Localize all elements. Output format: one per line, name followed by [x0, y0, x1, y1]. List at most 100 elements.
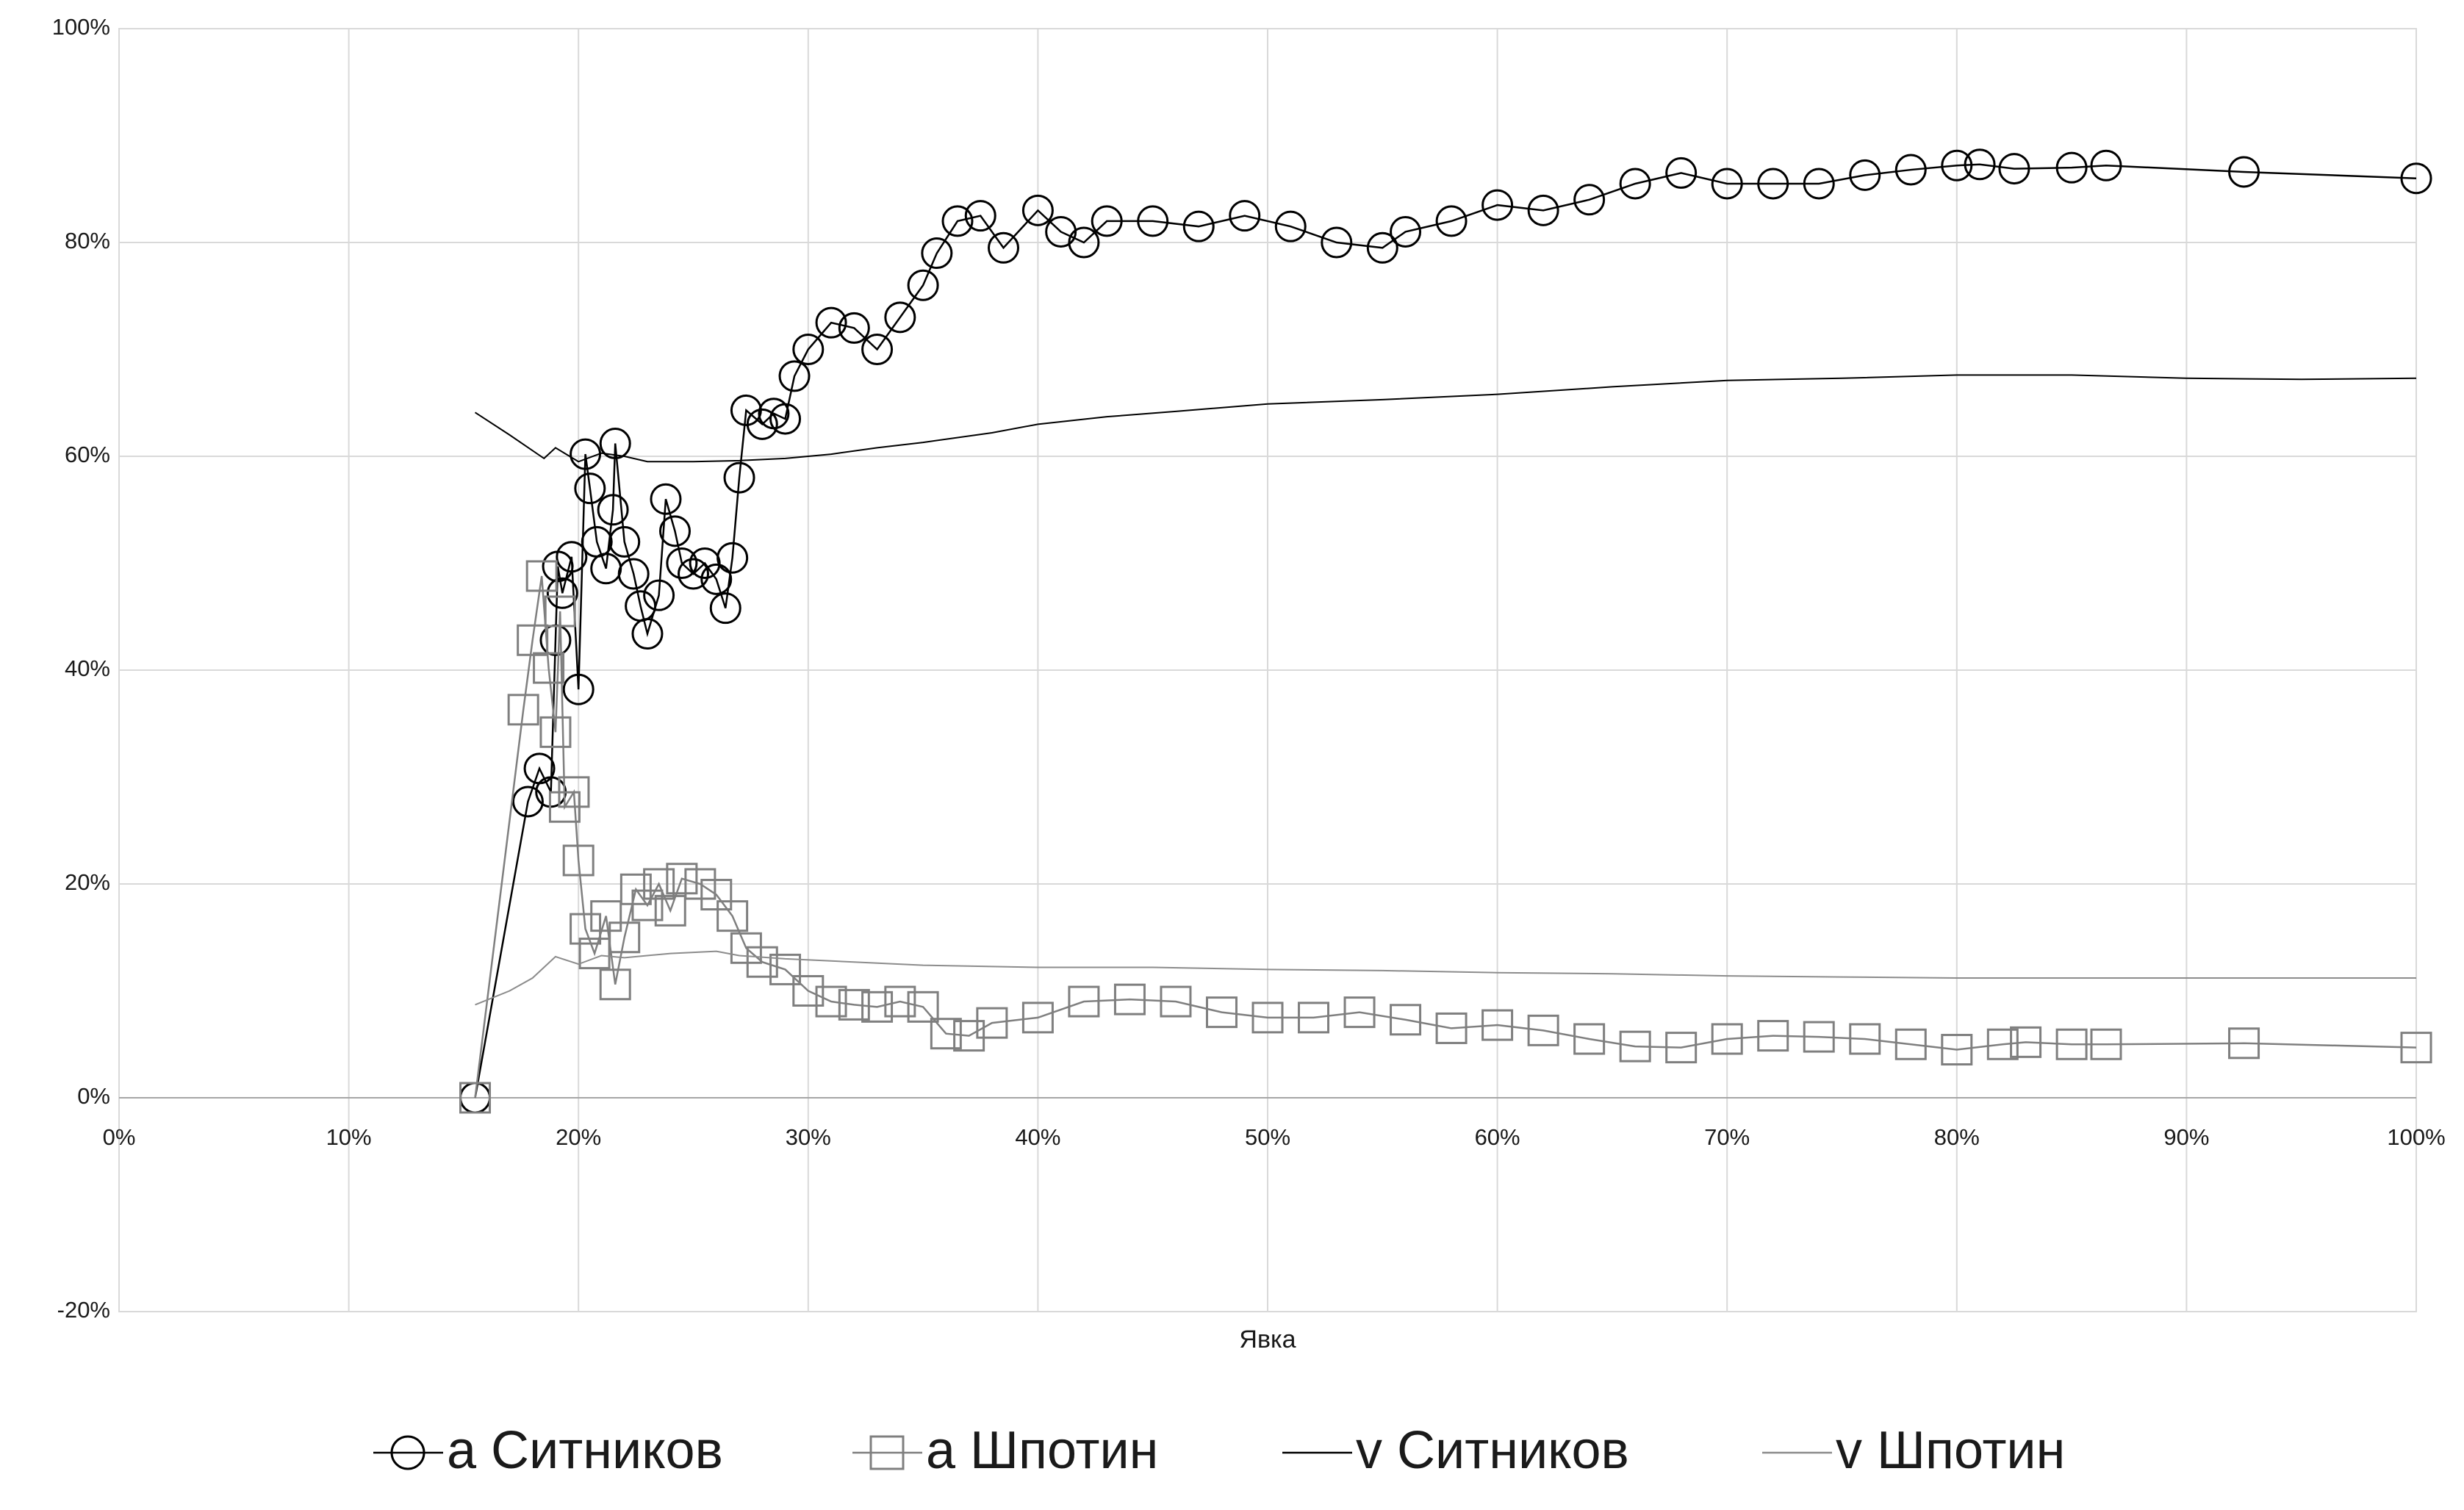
marker	[1229, 200, 1261, 232]
legend-item: v Ситников	[1282, 1421, 1629, 1480]
marker	[650, 483, 682, 515]
marker	[1527, 194, 1559, 226]
marker	[608, 921, 641, 954]
x-tick-label: 70%	[1704, 1124, 1750, 1150]
marker	[2400, 1032, 2432, 1064]
marker	[1068, 226, 1100, 259]
marker	[1390, 215, 1422, 248]
marker	[1941, 149, 1973, 181]
marker	[459, 1082, 492, 1114]
y-tick-label: 0%	[77, 1083, 110, 1109]
marker	[658, 515, 691, 547]
series-line	[474, 575, 2417, 1099]
marker	[631, 889, 664, 921]
marker	[1298, 1002, 1330, 1034]
series-line	[475, 950, 2416, 1006]
marker	[792, 334, 825, 365]
marker	[746, 946, 778, 978]
series	[459, 148, 2432, 1114]
marker	[517, 624, 549, 656]
marker	[1045, 215, 1077, 248]
marker	[1573, 1023, 1606, 1055]
marker	[556, 541, 588, 573]
marker	[1481, 1009, 1514, 1041]
marker	[1619, 1030, 1651, 1063]
marker	[1803, 1021, 1835, 1053]
marker	[907, 991, 939, 1023]
marker	[1068, 985, 1100, 1018]
legend-item: v Шпотин	[1762, 1421, 2065, 1480]
marker	[815, 306, 847, 339]
marker	[1527, 1014, 1559, 1046]
marker	[1665, 157, 1698, 189]
marker	[1021, 194, 1054, 226]
marker	[1986, 1028, 2019, 1060]
marker	[562, 844, 595, 877]
x-tick-label: 100%	[2387, 1124, 2445, 1150]
x-tick-label: 0%	[103, 1124, 136, 1150]
marker	[2228, 1027, 2260, 1060]
marker	[578, 938, 611, 970]
series-line	[474, 163, 2417, 1099]
marker	[700, 879, 733, 911]
y-tick-label: 100%	[52, 14, 110, 40]
series	[474, 374, 2417, 463]
legend-label: v Шпотин	[1836, 1421, 2065, 1480]
marker	[1619, 168, 1651, 200]
marker	[2055, 151, 2088, 184]
marker	[700, 563, 733, 595]
marker	[2228, 156, 2260, 188]
marker	[2055, 1028, 2088, 1060]
marker	[2400, 162, 2432, 195]
marker	[1849, 1023, 1881, 1055]
marker	[619, 873, 652, 905]
marker	[558, 776, 590, 808]
marker	[1366, 231, 1398, 264]
marker	[1113, 983, 1146, 1015]
marker	[1091, 205, 1123, 237]
marker	[533, 652, 565, 684]
marker	[666, 863, 698, 895]
marker	[1711, 168, 1743, 200]
marker	[988, 231, 1020, 264]
marker	[546, 577, 578, 609]
y-tick-label: -20%	[57, 1297, 110, 1323]
marker	[507, 694, 539, 726]
marker	[941, 205, 974, 237]
marker	[562, 673, 595, 705]
marker	[1435, 205, 1468, 237]
marker	[716, 900, 749, 932]
x-tick-label: 50%	[1245, 1124, 1290, 1150]
y-tick-label: 40%	[65, 655, 110, 681]
marker	[884, 985, 916, 1018]
marker	[723, 461, 755, 494]
y-tick-label: 20%	[65, 869, 110, 895]
marker	[838, 988, 870, 1021]
marker	[511, 785, 544, 818]
marker	[544, 595, 576, 628]
legend-item: a Ситников	[373, 1421, 723, 1480]
marker	[1205, 996, 1238, 1029]
marker	[1390, 1004, 1422, 1036]
legend-item: a Шпотин	[852, 1421, 1158, 1480]
marker	[1274, 210, 1307, 242]
marker	[666, 547, 698, 579]
marker	[1894, 1028, 1927, 1060]
marker	[597, 494, 629, 526]
marker	[1251, 1002, 1284, 1034]
marker	[769, 403, 802, 435]
marker	[2010, 1026, 2042, 1058]
x-tick-label: 40%	[1015, 1124, 1060, 1150]
x-tick-label: 20%	[556, 1124, 601, 1150]
marker	[778, 360, 811, 392]
legend-label: a Ситников	[447, 1421, 723, 1480]
marker	[599, 968, 631, 1001]
marker	[1321, 226, 1353, 259]
x-tick-label: 10%	[326, 1124, 372, 1150]
x-tick-label: 30%	[786, 1124, 831, 1150]
marker	[1998, 153, 2030, 185]
marker	[1757, 168, 1789, 200]
marker	[1757, 1020, 1789, 1052]
marker	[1182, 210, 1215, 242]
